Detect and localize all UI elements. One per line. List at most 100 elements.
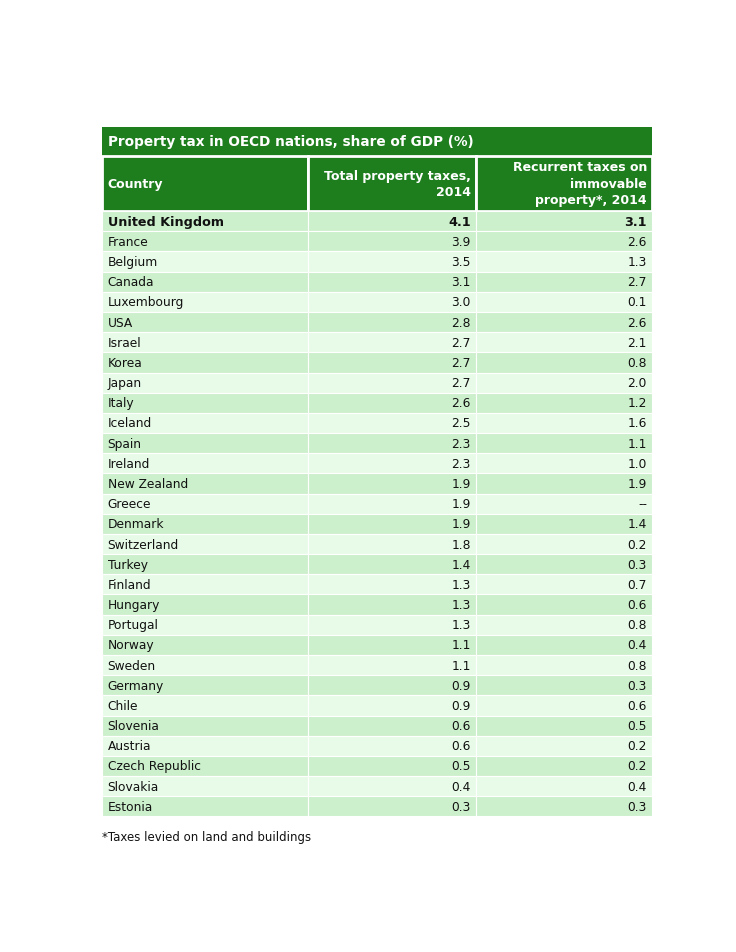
Text: 1.9: 1.9 — [451, 498, 471, 510]
Text: Italy: Italy — [107, 397, 134, 410]
Bar — [476, 736, 652, 756]
Text: 0.5: 0.5 — [627, 720, 647, 732]
Text: Country: Country — [107, 178, 163, 190]
Text: 0.2: 0.2 — [628, 740, 647, 752]
Bar — [476, 312, 652, 333]
Text: Property tax in OECD nations, share of GDP (%): Property tax in OECD nations, share of G… — [107, 135, 473, 149]
Bar — [102, 393, 308, 413]
Bar — [102, 232, 308, 252]
Text: Iceland: Iceland — [107, 417, 152, 430]
Text: 2.3: 2.3 — [451, 437, 471, 450]
Bar — [476, 554, 652, 575]
Bar — [308, 655, 476, 675]
Bar — [308, 232, 476, 252]
Text: 0.3: 0.3 — [451, 800, 471, 813]
Text: 0.6: 0.6 — [451, 740, 471, 752]
Bar — [308, 156, 476, 212]
Text: *Taxes levied on land and buildings: *Taxes levied on land and buildings — [102, 830, 311, 843]
Bar — [476, 454, 652, 474]
Bar — [102, 413, 308, 433]
Text: 2.6: 2.6 — [451, 397, 471, 410]
Text: Ireland: Ireland — [107, 457, 150, 470]
Bar — [102, 655, 308, 675]
Text: 1.6: 1.6 — [628, 417, 647, 430]
Text: 0.6: 0.6 — [628, 599, 647, 611]
Text: Hungary: Hungary — [107, 599, 160, 611]
Text: 4.1: 4.1 — [448, 215, 471, 228]
Text: Total property taxes,
2014: Total property taxes, 2014 — [324, 169, 471, 199]
Bar — [308, 534, 476, 554]
Bar — [476, 272, 652, 292]
Text: Switzerland: Switzerland — [107, 538, 179, 551]
Text: 0.4: 0.4 — [628, 639, 647, 652]
Text: 0.6: 0.6 — [451, 720, 471, 732]
Bar — [308, 373, 476, 393]
Text: Estonia: Estonia — [107, 800, 153, 813]
Text: Slovenia: Slovenia — [107, 720, 160, 732]
Bar — [308, 393, 476, 413]
Bar — [476, 413, 652, 433]
Text: 1.2: 1.2 — [628, 397, 647, 410]
Text: 0.9: 0.9 — [451, 679, 471, 692]
Bar — [476, 534, 652, 554]
Bar — [102, 156, 308, 212]
Bar — [102, 797, 308, 817]
Bar — [308, 675, 476, 696]
Bar — [102, 716, 308, 736]
Text: 0.4: 0.4 — [451, 780, 471, 793]
Bar — [308, 454, 476, 474]
Bar — [476, 494, 652, 514]
Bar — [102, 554, 308, 575]
Bar — [476, 575, 652, 595]
Bar — [102, 635, 308, 655]
Text: 3.5: 3.5 — [451, 256, 471, 268]
Text: 0.8: 0.8 — [627, 619, 647, 631]
Text: 1.4: 1.4 — [451, 558, 471, 571]
Text: 1.1: 1.1 — [451, 639, 471, 652]
Text: 0.6: 0.6 — [628, 699, 647, 712]
Bar — [102, 615, 308, 635]
Text: Norway: Norway — [107, 639, 154, 652]
Text: 2.8: 2.8 — [451, 316, 471, 329]
Bar — [102, 474, 308, 494]
Bar — [102, 129, 652, 156]
Text: 1.0: 1.0 — [628, 457, 647, 470]
Bar — [476, 474, 652, 494]
Text: Portugal: Portugal — [107, 619, 158, 631]
Text: Spain: Spain — [107, 437, 141, 450]
Bar — [476, 393, 652, 413]
Bar — [476, 156, 652, 212]
Bar — [476, 776, 652, 797]
Bar — [308, 615, 476, 635]
Text: Japan: Japan — [107, 377, 141, 389]
Text: 1.3: 1.3 — [628, 256, 647, 268]
Bar — [308, 635, 476, 655]
Bar — [308, 212, 476, 232]
Text: 1.3: 1.3 — [451, 599, 471, 611]
Text: 2.7: 2.7 — [451, 377, 471, 389]
Bar — [102, 454, 308, 474]
Bar — [102, 756, 308, 776]
Bar — [476, 514, 652, 534]
Text: Israel: Israel — [107, 336, 141, 349]
Bar — [102, 575, 308, 595]
Bar — [476, 595, 652, 615]
Bar — [308, 252, 476, 272]
Bar — [476, 292, 652, 312]
Bar — [308, 333, 476, 353]
Bar — [476, 797, 652, 817]
Bar — [102, 696, 308, 716]
Text: Luxembourg: Luxembourg — [107, 296, 184, 309]
Text: 3.0: 3.0 — [451, 296, 471, 309]
Text: 0.7: 0.7 — [628, 578, 647, 591]
Text: 0.5: 0.5 — [451, 760, 471, 773]
Bar — [476, 655, 652, 675]
Text: 2.0: 2.0 — [628, 377, 647, 389]
Bar — [308, 413, 476, 433]
Bar — [476, 333, 652, 353]
Text: USA: USA — [107, 316, 132, 329]
Bar — [102, 292, 308, 312]
Bar — [476, 353, 652, 373]
Bar — [102, 595, 308, 615]
Bar — [476, 635, 652, 655]
